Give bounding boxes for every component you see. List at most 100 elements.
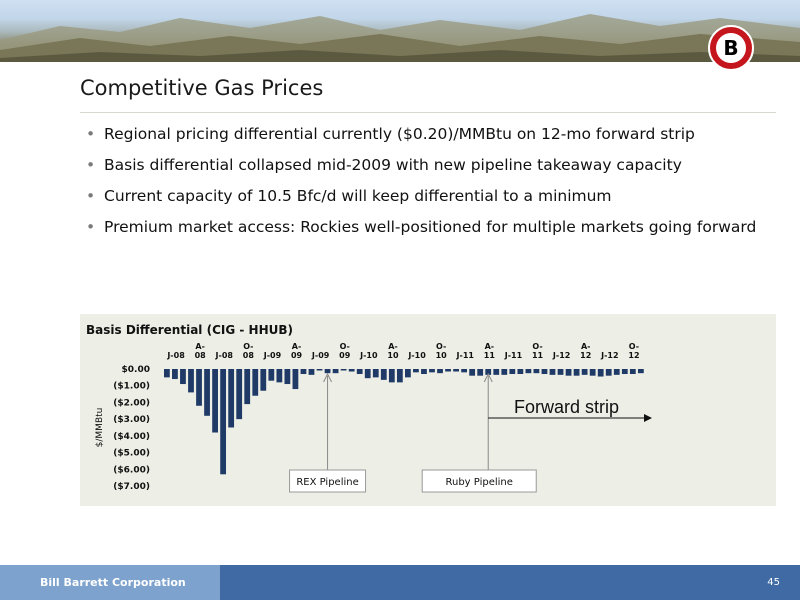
- x-tick-label-top: O-: [340, 342, 350, 351]
- y-tick-label: ($3.00): [113, 415, 150, 425]
- chart-bar: [244, 369, 251, 405]
- title-divider: [80, 112, 776, 113]
- bullet-icon: •: [86, 218, 96, 236]
- y-tick-label: ($5.00): [113, 449, 150, 459]
- page-number: 45: [767, 577, 780, 588]
- chart-bar: [461, 369, 468, 373]
- ruby-pipeline-label: Ruby Pipeline: [446, 477, 513, 488]
- bullet-icon: •: [86, 125, 96, 143]
- bullet-list: • Regional pricing differential currently…: [84, 124, 764, 248]
- logo-letter: B: [723, 36, 739, 60]
- x-tick-label-top: A-: [581, 342, 591, 351]
- chart-bar: [364, 369, 371, 379]
- bullet-text: Current capacity of 10.5 Bfc/d will keep…: [104, 187, 612, 205]
- chart-bar: [413, 369, 419, 373]
- chart-bar: [485, 369, 492, 375]
- footer-bar: Bill Barrett Corporation 45: [0, 565, 800, 600]
- forward-strip-label: Forward strip: [514, 397, 619, 417]
- chart-bar: [605, 369, 612, 376]
- rex-pipeline-label: REX Pipeline: [296, 477, 358, 488]
- bullet-item: • Current capacity of 10.5 Bfc/d will kee…: [84, 186, 764, 206]
- y-tick-label: ($4.00): [113, 432, 150, 442]
- ruby-arrow-head: [483, 372, 493, 383]
- chart-bar: [172, 369, 178, 380]
- chart-bar: [405, 369, 411, 378]
- chart-bar: [372, 369, 379, 378]
- bullet-item: • Basis differential collapsed mid-2009 w…: [84, 155, 764, 175]
- chart-bar: [509, 369, 516, 375]
- x-tick-label: 08: [243, 351, 255, 360]
- ruby-pipeline-box: [421, 469, 537, 493]
- chart-bar: [621, 369, 628, 375]
- chart-panel: Basis Differential (CIG - HHUB) $0.00 ($1.…: [80, 314, 776, 506]
- x-tick-label: 11: [484, 351, 496, 360]
- chart-bar: [573, 369, 580, 376]
- chart-bar: [421, 369, 427, 375]
- chart-bar: [316, 369, 323, 371]
- chart-bar: [300, 369, 307, 375]
- chart-bar: [324, 369, 331, 374]
- y-tick-label: ($6.00): [113, 465, 150, 475]
- chart-bar: [340, 369, 347, 371]
- chart-bar: [445, 369, 451, 372]
- chart-bar: [348, 369, 355, 372]
- chart-bar: [493, 369, 500, 375]
- page-title: Competitive Gas Prices: [80, 76, 324, 100]
- chart-bar: [284, 369, 291, 385]
- chart-bar: [332, 369, 339, 374]
- bullet-text: Premium market access: Rockies well-posi…: [104, 218, 757, 236]
- chart-bar: [356, 369, 363, 375]
- chart-bar: [597, 369, 604, 377]
- x-tick-label: J-08: [215, 351, 234, 360]
- chart-bar: [252, 369, 259, 396]
- x-tick-label: 12: [580, 351, 591, 360]
- x-tick-label-top: O-: [629, 342, 639, 351]
- chart-bar: [260, 369, 267, 391]
- chart-bar: [236, 369, 243, 420]
- chart-bar: [533, 369, 540, 374]
- chart-title: Basis Differential (CIG - HHUB): [86, 323, 293, 337]
- footer-left-block: [0, 565, 220, 600]
- chart-bar: [292, 369, 299, 390]
- header-banner-image: [0, 0, 800, 62]
- bullet-item: • Premium market access: Rockies well-pos…: [84, 217, 764, 237]
- chart-bar: [469, 369, 476, 376]
- x-tick-label: J-09: [263, 351, 282, 360]
- chart-bar: [380, 369, 387, 380]
- chart-bar: [549, 369, 556, 375]
- x-tick-label: J-11: [456, 351, 475, 360]
- y-tick-label: ($2.00): [113, 398, 150, 408]
- footer-company-name: Bill Barrett Corporation: [40, 576, 186, 589]
- x-tick-label-top: O-: [532, 342, 542, 351]
- chart-bar: [164, 369, 170, 378]
- x-tick-label: 12: [628, 351, 639, 360]
- chart-bar: [517, 369, 524, 375]
- chart-bar: [501, 369, 508, 375]
- x-tick-label: J-10: [359, 351, 378, 360]
- chart-bar: [581, 369, 588, 375]
- chart-bar: [180, 369, 186, 385]
- chart-bar: [477, 369, 484, 376]
- x-tick-label: J-08: [166, 351, 185, 360]
- x-tick-label-top: A-: [292, 342, 302, 351]
- bullet-text: Basis differential collapsed mid-2009 wi…: [104, 156, 682, 174]
- chart-bar: [268, 369, 275, 381]
- x-tick-label: J-12: [552, 351, 570, 360]
- x-tick-label: 10: [387, 351, 399, 360]
- chart-bar: [637, 369, 644, 374]
- x-tick-label: 10: [436, 351, 448, 360]
- chart-bar: [196, 369, 202, 406]
- chart-bar: [228, 369, 235, 428]
- x-tick-label: 09: [291, 351, 303, 360]
- x-tick-label: 09: [339, 351, 351, 360]
- chart-bar: [437, 369, 443, 374]
- x-tick-label-top: A-: [195, 342, 205, 351]
- y-axis-label: $/MMBtu: [95, 408, 105, 448]
- chart-bar: [388, 369, 395, 383]
- chart-bar: [276, 369, 283, 383]
- x-tick-label-top: O-: [436, 342, 446, 351]
- chart-bar: [429, 369, 435, 373]
- chart-bar: [525, 369, 532, 374]
- chart-bar: [204, 369, 210, 416]
- y-tick-label: ($7.00): [113, 482, 150, 492]
